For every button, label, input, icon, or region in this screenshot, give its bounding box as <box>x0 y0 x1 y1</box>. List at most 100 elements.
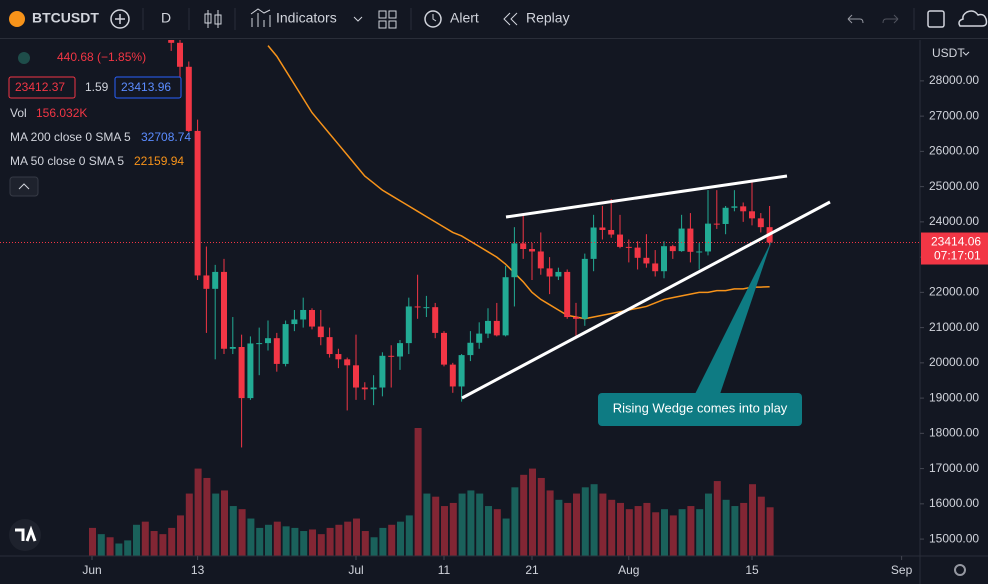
x-tick-label: 21 <box>525 563 539 577</box>
candle-body <box>485 320 491 334</box>
volume-bar <box>652 512 660 556</box>
candle-body <box>247 343 254 399</box>
candle-body <box>564 271 571 318</box>
volume-bar <box>555 499 563 556</box>
candle-body <box>696 251 703 253</box>
replay[interactable]: Replay <box>526 10 570 26</box>
bid-box[interactable] <box>8 76 76 99</box>
volume-bar <box>106 537 114 556</box>
y-tick-label: 21000.00 <box>929 320 979 334</box>
candle-body <box>687 228 694 252</box>
plus-icon <box>115 14 125 24</box>
candle-body <box>757 218 764 228</box>
compare-button[interactable] <box>110 9 130 29</box>
candle-body <box>212 271 219 289</box>
volume-bar <box>370 537 378 556</box>
spread: 1.59 <box>85 80 109 94</box>
collapse-button[interactable] <box>9 176 39 197</box>
volume-bar <box>705 493 712 556</box>
tv-logo[interactable] <box>9 519 41 551</box>
volume-bar <box>687 506 695 556</box>
x-tick-label: 13 <box>191 563 205 577</box>
currency-chevron <box>962 51 970 56</box>
countdown: 07:17:01 <box>934 249 981 263</box>
chart-type-icon[interactable] <box>207 10 219 28</box>
volume-bar <box>608 499 616 556</box>
volume-bar <box>546 490 554 556</box>
candle-body <box>740 206 747 212</box>
indicators[interactable]: Indicators <box>276 10 337 26</box>
candle-body <box>397 343 403 357</box>
candle-body <box>599 227 606 230</box>
y-tick-label: 16000.00 <box>929 496 979 510</box>
volume-bar <box>309 529 316 556</box>
interval[interactable]: D <box>161 10 171 26</box>
volume-bar <box>757 496 765 556</box>
ask[interactable]: 23413.96 <box>121 80 171 94</box>
volume-bar <box>511 487 519 556</box>
y-tick-label: 20000.00 <box>929 355 979 369</box>
replay-icon[interactable] <box>503 12 518 26</box>
volume-bar <box>678 509 686 556</box>
indicators-chevron[interactable] <box>353 16 363 22</box>
candle-body <box>379 355 386 388</box>
candle-body <box>722 207 729 224</box>
candle-body <box>555 271 562 277</box>
y-tick-label: 26000.00 <box>929 144 979 158</box>
undo-icon[interactable] <box>847 14 864 24</box>
volume-bar <box>335 524 343 556</box>
candle-body <box>326 337 333 355</box>
volume-bar <box>669 515 677 556</box>
fullscreen-icon[interactable] <box>927 10 945 28</box>
candle-body <box>520 243 527 250</box>
x-tick-label: Jul <box>348 563 363 577</box>
layout-icon[interactable] <box>378 10 397 29</box>
indicators-icon[interactable] <box>250 8 271 27</box>
candle-body <box>529 249 535 252</box>
alert-hands <box>432 14 437 22</box>
volume-bar <box>766 507 774 556</box>
alert-icon[interactable] <box>424 10 442 28</box>
y-tick-label: 17000.00 <box>929 461 979 475</box>
cloud-icon[interactable] <box>958 10 988 27</box>
callout-text: Rising Wedge comes into play <box>613 400 788 415</box>
volume-bar <box>661 509 668 556</box>
candle-body <box>168 40 175 43</box>
candle-body <box>441 332 447 365</box>
volume-bar <box>273 521 281 556</box>
y-tick-label: 25000.00 <box>929 179 979 193</box>
currency[interactable]: USDT <box>932 46 965 60</box>
volume-bar <box>326 527 334 556</box>
symbol[interactable]: BTCUSDT <box>32 10 99 26</box>
bid[interactable]: 23412.37 <box>15 80 65 94</box>
chart-type-icon <box>214 14 222 25</box>
ask-box[interactable] <box>114 76 182 99</box>
tv-logo-mark <box>15 525 37 542</box>
wedge-upper <box>505 174 788 219</box>
redo-icon[interactable] <box>882 14 899 24</box>
candle-body <box>300 309 307 320</box>
y-tick-label: 27000.00 <box>929 108 979 122</box>
volume-bar <box>476 493 484 556</box>
volume-bar <box>749 484 756 556</box>
candle-body <box>194 130 201 276</box>
candle-body <box>705 223 711 252</box>
settings-icon[interactable] <box>954 564 966 576</box>
y-tick-label: 24000.00 <box>929 214 979 228</box>
alert[interactable]: Alert <box>450 10 479 26</box>
volume-bar <box>115 543 123 556</box>
volume-name: Vol <box>10 106 27 120</box>
volume-bar <box>414 428 422 556</box>
axes: 15000.00 16000.00 17000.00 18000.00 19000.00… <box>82 73 988 577</box>
volume-bar <box>634 506 642 556</box>
candle-body <box>405 306 412 344</box>
candle-body <box>203 275 210 289</box>
candle-body <box>546 268 553 277</box>
volume-bar <box>379 527 387 556</box>
volume-bar <box>282 526 290 556</box>
candle-body <box>731 206 738 208</box>
volume-bar <box>740 502 748 556</box>
candle-body <box>608 229 615 235</box>
candle-body <box>652 263 659 272</box>
